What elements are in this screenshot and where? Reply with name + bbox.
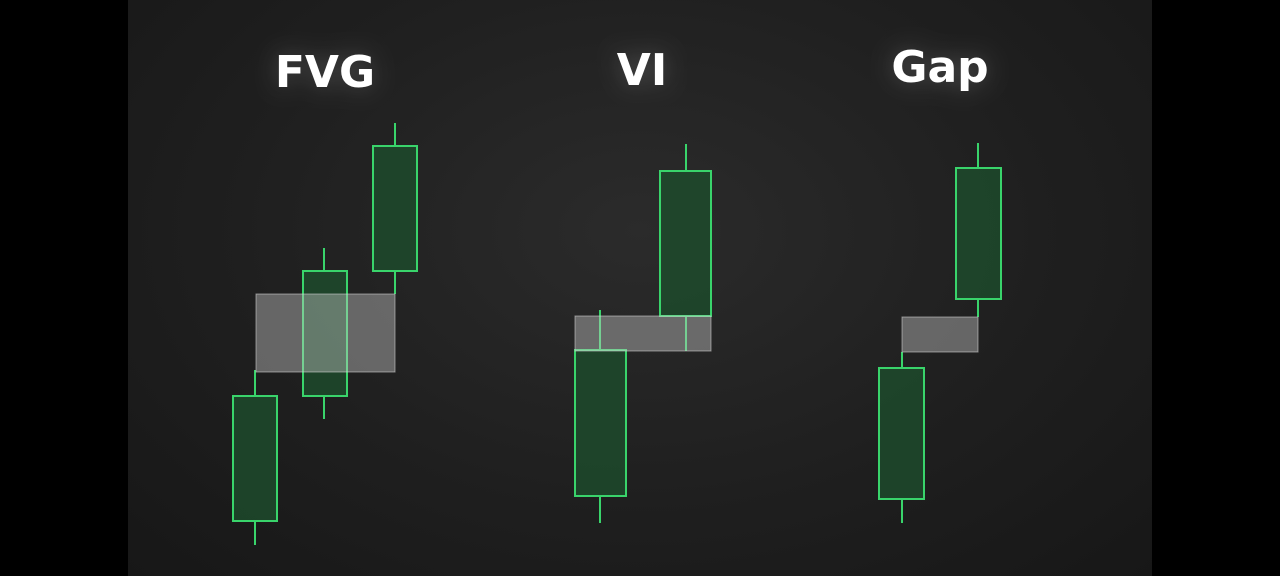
fvg-title: FVG bbox=[275, 47, 375, 98]
vi-zone bbox=[574, 315, 712, 352]
vi-candle-2 bbox=[659, 170, 712, 317]
fvg-candle-3 bbox=[372, 145, 418, 272]
fvg-group bbox=[232, 123, 418, 545]
gap-title: Gap bbox=[891, 42, 988, 93]
gap-group bbox=[878, 143, 1002, 523]
fvg-candle-2 bbox=[302, 270, 348, 397]
gap-candle-2 bbox=[955, 167, 1002, 300]
vi-candle-1 bbox=[574, 349, 627, 497]
fvg-zone bbox=[255, 293, 396, 373]
fvg-candle-1 bbox=[232, 395, 278, 522]
vi-title: VI bbox=[617, 45, 667, 96]
gap-zone bbox=[901, 316, 979, 353]
vi-group bbox=[574, 144, 712, 523]
gap-candle-1 bbox=[878, 367, 925, 500]
